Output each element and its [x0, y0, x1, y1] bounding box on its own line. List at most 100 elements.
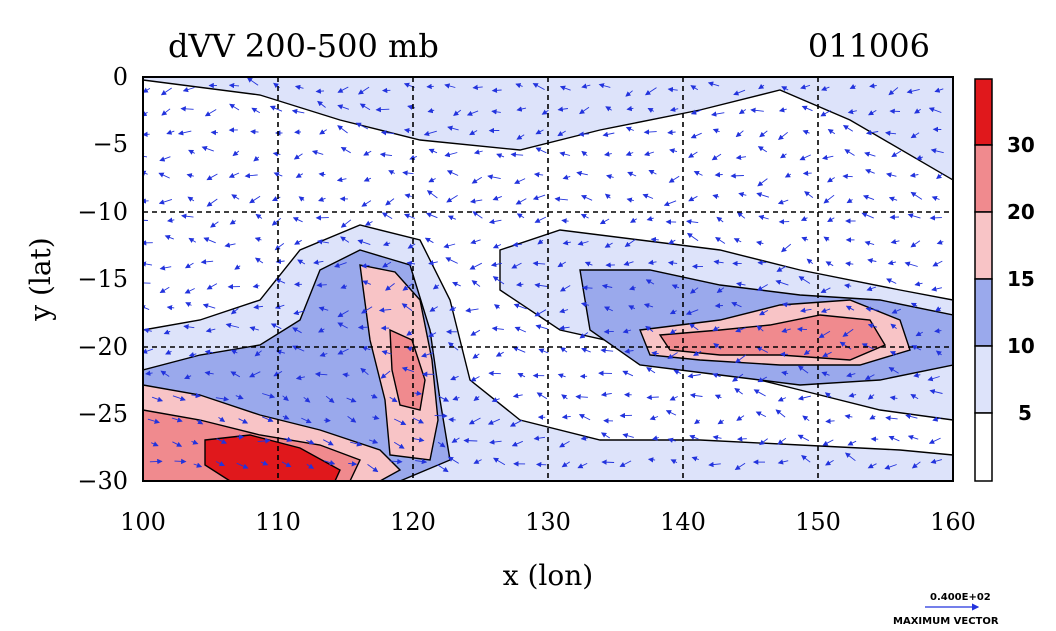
- wind-vector: [687, 373, 701, 379]
- wind-vector: [804, 191, 814, 198]
- wind-vector: [282, 395, 289, 401]
- wind-vector: [389, 458, 403, 465]
- wind-vector: [382, 241, 391, 247]
- wind-vector: [822, 351, 832, 357]
- wind-vector: [907, 434, 919, 441]
- x-axis: 100 110 120 130 140 150 160 x (lon): [120, 508, 976, 592]
- wind-vector: [581, 83, 591, 89]
- wind-vector: [844, 283, 852, 289]
- wind-vector: [888, 367, 899, 374]
- wind-vector: [625, 90, 633, 97]
- wind-vector: [667, 352, 678, 359]
- wind-vector: [644, 87, 657, 96]
- region-level5-southwest: [204, 434, 341, 481]
- wind-vector: [487, 174, 501, 180]
- wind-vector: [534, 282, 548, 289]
- wind-vector: [827, 216, 835, 223]
- wind-vector: [717, 419, 724, 425]
- wind-vector: [887, 260, 897, 266]
- wind-vector: [325, 395, 335, 403]
- wind-vector: [489, 439, 502, 445]
- wind-vector: [469, 262, 483, 270]
- wind-vector: [731, 301, 742, 308]
- wind-vector: [427, 107, 435, 114]
- wind-vector: [437, 441, 446, 448]
- wind-vector: [423, 130, 437, 137]
- wind-vector: [757, 178, 768, 187]
- wind-vector: [823, 194, 835, 204]
- wind-vector: [561, 414, 571, 420]
- wind-vector: [578, 414, 591, 421]
- wind-vector: [254, 257, 264, 264]
- wind-vector: [149, 458, 163, 465]
- wind-vector: [166, 129, 175, 135]
- wind-vector: [600, 347, 614, 354]
- wind-vector: [473, 395, 480, 402]
- wind-vector: [491, 87, 502, 94]
- wind-vector: [777, 396, 787, 402]
- wind-vector: [716, 216, 724, 223]
- colorbar-swatch-5-10: [974, 345, 993, 414]
- wind-vector: [361, 200, 372, 207]
- wind-vector: [888, 196, 898, 202]
- wind-vector: [931, 286, 942, 292]
- wind-vector: [375, 106, 390, 113]
- wind-vector: [274, 243, 285, 251]
- wind-vector: [777, 131, 788, 141]
- wind-vector: [758, 83, 765, 90]
- wind-vector: [535, 324, 548, 330]
- wind-vector: [436, 464, 449, 473]
- wind-vector: [663, 200, 677, 207]
- wind-vector: [536, 392, 548, 400]
- wind-vector: [861, 343, 875, 350]
- wind-vector: [688, 195, 698, 202]
- wind-vector: [394, 418, 407, 425]
- wind-vector: [934, 328, 942, 334]
- wind-vector: [402, 170, 414, 176]
- wind-vector: [665, 410, 677, 416]
- wind-vector: [257, 438, 271, 444]
- wind-vector: [238, 418, 249, 424]
- wind-vector: [584, 261, 593, 267]
- wind-vector: [200, 259, 214, 265]
- wind-vector: [911, 461, 921, 469]
- wind-vector: [231, 194, 240, 200]
- wind-vector: [369, 438, 379, 444]
- wind-vector: [340, 283, 348, 289]
- wind-vector: [775, 409, 786, 418]
- wind-vector: [187, 196, 195, 202]
- wind-vector: [930, 458, 943, 464]
- colorbar-tick-label: 5: [1018, 401, 1032, 425]
- wind-vector: [600, 432, 611, 439]
- wind-vector: [800, 307, 812, 314]
- wind-vector: [359, 103, 371, 111]
- wind-vector: [708, 461, 721, 468]
- wind-vector: [756, 192, 770, 198]
- wind-vector: [802, 129, 810, 135]
- wind-vector: [538, 348, 549, 354]
- wind-vector: [360, 367, 369, 376]
- wind-vector: [447, 215, 456, 221]
- wind-vector: [472, 353, 480, 359]
- wind-vector: [707, 81, 720, 87]
- wind-vector: [936, 173, 943, 180]
- colorbar-swatch-15-20: [974, 211, 993, 280]
- colorbar-tick-label: 30: [1007, 133, 1035, 157]
- wind-vector: [295, 172, 304, 178]
- wind-vector: [911, 345, 922, 351]
- wind-vector: [473, 458, 482, 464]
- shaded-field: [143, 77, 953, 481]
- colorbar: 30 20 15 10 5: [974, 78, 1035, 482]
- wind-vector: [446, 195, 458, 203]
- wind-vector: [712, 128, 720, 134]
- wind-vector: [517, 373, 526, 378]
- wind-vector: [188, 351, 197, 358]
- wind-vector: [230, 371, 241, 378]
- wind-vector: [413, 437, 425, 443]
- wind-vector: [626, 197, 634, 203]
- wind-vector: [667, 260, 678, 266]
- wind-vector: [691, 456, 699, 462]
- wind-vector: [159, 156, 171, 162]
- wind-vector: [537, 239, 544, 245]
- wind-vector: [191, 392, 201, 399]
